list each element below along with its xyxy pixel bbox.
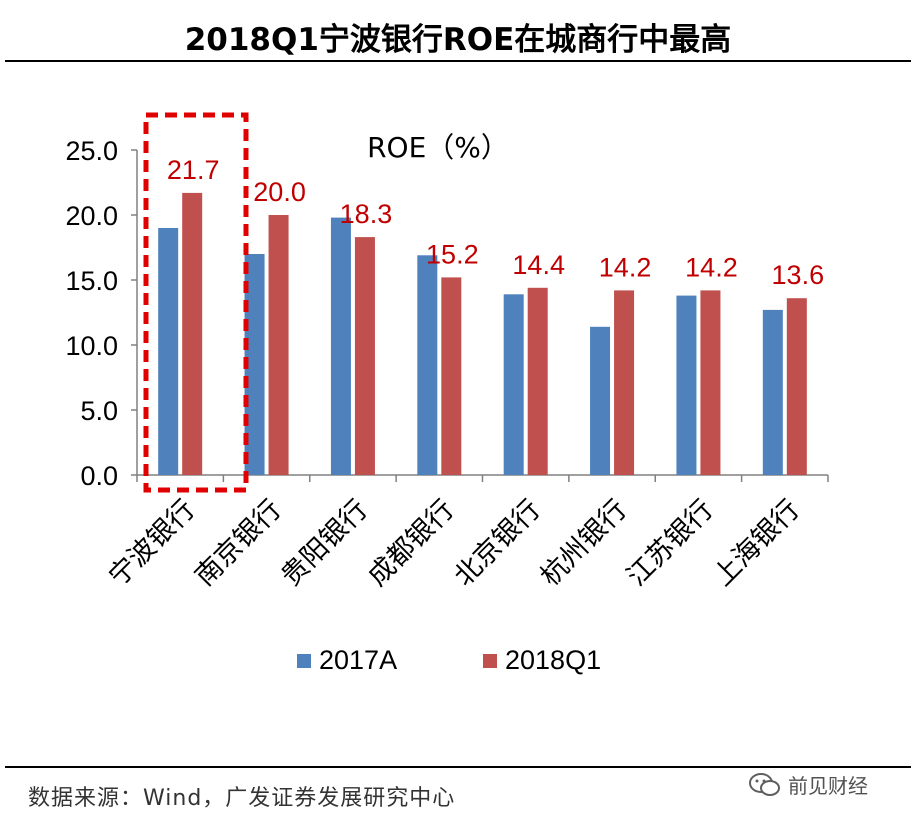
watermark-text: 前见财经 bbox=[788, 774, 868, 798]
y-tick-label: 25.0 bbox=[65, 136, 118, 166]
bar-2018Q1-6 bbox=[700, 290, 721, 475]
data-label: 21.7 bbox=[167, 155, 220, 185]
bar-2017A-6 bbox=[676, 295, 697, 475]
source-note: 数据来源：Wind，广发证券发展研究中心 bbox=[28, 786, 456, 811]
y-tick-label: 5.0 bbox=[80, 396, 118, 426]
bar-2017A-2 bbox=[330, 217, 351, 475]
bar-2018Q1-3 bbox=[441, 277, 462, 475]
bar-2017A-1 bbox=[244, 254, 265, 475]
bar-2018Q1-2 bbox=[354, 237, 375, 475]
y-tick-label: 15.0 bbox=[65, 266, 118, 296]
legend-label: 2018Q1 bbox=[505, 645, 601, 675]
chart-subtitle: ROE（%） bbox=[367, 131, 509, 164]
legend-swatch-2017A bbox=[297, 654, 311, 668]
data-label: 13.6 bbox=[772, 260, 825, 290]
category-label: 北京银行 bbox=[448, 494, 546, 592]
title-divider bbox=[5, 60, 911, 62]
bar-2018Q1-4 bbox=[527, 287, 548, 475]
bar-2017A-7 bbox=[762, 309, 783, 475]
bar-2018Q1-5 bbox=[614, 290, 635, 475]
bars bbox=[158, 192, 807, 475]
category-label: 宁波银行 bbox=[103, 494, 201, 592]
bar-2018Q1-7 bbox=[786, 298, 807, 475]
data-label: 18.3 bbox=[340, 199, 393, 229]
category-label: 南京银行 bbox=[189, 494, 287, 592]
category-label: 江苏银行 bbox=[621, 494, 719, 592]
data-label: 20.0 bbox=[253, 177, 306, 207]
bar-2018Q1-1 bbox=[268, 215, 289, 475]
data-label: 15.2 bbox=[426, 239, 479, 269]
category-label: 贵阳银行 bbox=[276, 494, 374, 592]
y-tick-label: 10.0 bbox=[65, 331, 118, 361]
chart-title: 2018Q1宁波银行ROE在城商行中最高 bbox=[184, 22, 732, 58]
bar-2017A-4 bbox=[503, 294, 524, 475]
data-label: 14.2 bbox=[685, 252, 738, 282]
legend-label: 2017A bbox=[319, 645, 397, 675]
footer-divider bbox=[5, 766, 911, 768]
data-label: 14.2 bbox=[599, 252, 652, 282]
data-label: 14.4 bbox=[512, 250, 565, 280]
legend: 2017A 2018Q1 bbox=[297, 645, 601, 675]
category-label: 成都银行 bbox=[362, 494, 460, 592]
data-labels: 21.7 20.0 18.3 15.2 14.4 14.2 14.2 13.6 bbox=[167, 155, 824, 290]
x-axis bbox=[136, 474, 829, 482]
y-tick-label: 0.0 bbox=[80, 461, 118, 491]
category-label: 上海银行 bbox=[707, 494, 805, 592]
bar-2018Q1-0 bbox=[182, 192, 203, 475]
wechat-icon bbox=[749, 772, 780, 796]
y-axis: 0.0 5.0 10.0 15.0 20.0 25.0 bbox=[65, 136, 138, 491]
category-label: 杭州银行 bbox=[535, 494, 633, 592]
highlight-box bbox=[143, 112, 249, 493]
bar-2017A-3 bbox=[417, 255, 438, 475]
legend-swatch-2018Q1 bbox=[483, 654, 497, 668]
bar-2017A-0 bbox=[158, 228, 179, 475]
y-tick-label: 20.0 bbox=[65, 201, 118, 231]
bar-2017A-5 bbox=[590, 326, 611, 475]
watermark: 前见财经 bbox=[748, 770, 868, 799]
